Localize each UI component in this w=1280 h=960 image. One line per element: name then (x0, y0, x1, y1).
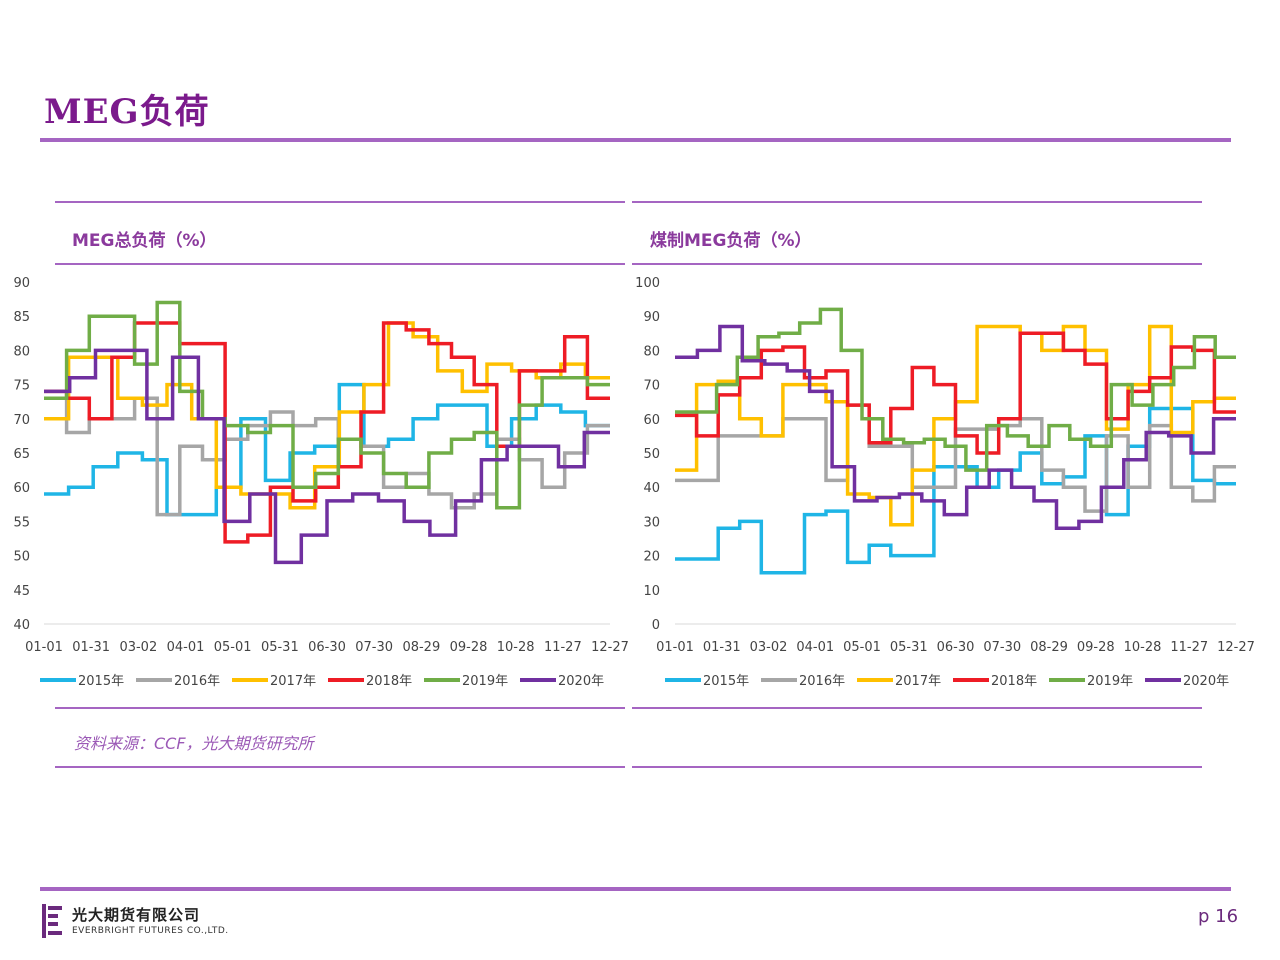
coal-series-line-2019年 (675, 307, 1236, 472)
total-x-tick-label: 05-01 (214, 640, 252, 655)
total-y-tick-label: 90 (13, 276, 30, 291)
coal-legend-label: 2019年 (1087, 674, 1133, 689)
coal-y-tick-label: 0 (652, 618, 660, 633)
total-x-tick-label: 11-27 (544, 640, 582, 655)
total-x-tick-label: 01-31 (72, 640, 110, 655)
coal-x-tick-label: 11-27 (1170, 640, 1208, 655)
total-series-line-2016年 (44, 396, 610, 517)
right-panel-title-rule (632, 263, 1202, 265)
total-y-tick-label: 45 (13, 584, 30, 599)
coal-x-tick-label: 06-30 (937, 640, 975, 655)
company-logo-icon (42, 904, 62, 938)
coal-y-tick-label: 100 (635, 276, 660, 291)
left-panel-source-rule (55, 766, 625, 768)
coal-x-tick-label: 12-27 (1217, 640, 1255, 655)
total-series-line-2019年 (44, 300, 610, 510)
page-title: MEG负荷 (44, 92, 210, 132)
total-series-line-2015年 (44, 382, 610, 517)
right-panel-source-rule (632, 766, 1202, 768)
source-note: 资料来源：CCF，光大期货研究所 (74, 734, 314, 753)
total-x-tick-label: 05-31 (261, 640, 299, 655)
total-y-tick-label: 85 (13, 310, 30, 325)
right-panel-top-rule (632, 201, 1202, 203)
coal-y-tick-label: 20 (643, 550, 660, 565)
coal-legend-label: 2015年 (703, 674, 749, 689)
chart-title-coal-load: 煤制MEG负荷（%） (650, 231, 812, 251)
total-legend-label: 2019年 (462, 674, 508, 689)
total-legend-label: 2016年 (174, 674, 220, 689)
page-number: p 16 (1198, 906, 1239, 927)
total-x-tick-label: 09-28 (450, 640, 488, 655)
coal-y-tick-label: 50 (643, 447, 660, 462)
coal-x-tick-label: 07-30 (983, 640, 1021, 655)
total-x-tick-label: 01-01 (25, 640, 63, 655)
total-series-line-2020年 (44, 348, 610, 565)
coal-y-tick-label: 70 (643, 379, 660, 394)
total-legend-label: 2020年 (558, 674, 604, 689)
total-legend-label: 2018年 (366, 674, 412, 689)
total-x-tick-label: 06-30 (308, 640, 346, 655)
coal-x-tick-label: 03-02 (750, 640, 788, 655)
coal-x-tick-label: 01-31 (703, 640, 741, 655)
right-panel-bottom-rule (632, 707, 1202, 709)
coal-x-tick-label: 04-01 (796, 640, 834, 655)
coal-legend-label: 2020年 (1183, 674, 1229, 689)
company-name-cn: 光大期货有限公司 (72, 906, 201, 924)
total-x-tick-label: 10-28 (497, 640, 535, 655)
total-y-tick-label: 70 (13, 413, 30, 428)
coal-x-tick-label: 05-31 (890, 640, 928, 655)
coal-y-tick-label: 40 (643, 481, 660, 496)
coal-legend-label: 2016年 (799, 674, 845, 689)
left-panel-top-rule (55, 201, 625, 203)
total-legend-label: 2015年 (78, 674, 124, 689)
total-y-tick-label: 65 (13, 447, 30, 462)
coal-x-tick-label: 05-01 (843, 640, 881, 655)
total-y-tick-label: 80 (13, 344, 30, 359)
coal-y-tick-label: 10 (643, 584, 660, 599)
coal-series-line-2020年 (675, 324, 1236, 530)
total-y-tick-label: 75 (13, 379, 30, 394)
footer-rule (40, 887, 1231, 891)
total-y-tick-label: 40 (13, 618, 30, 633)
coal-y-tick-label: 80 (643, 344, 660, 359)
title-underline (40, 138, 1231, 142)
total-x-tick-label: 04-01 (167, 640, 205, 655)
coal-x-tick-label: 08-29 (1030, 640, 1068, 655)
total-legend-label: 2017年 (270, 674, 316, 689)
left-panel-title-rule (55, 263, 625, 265)
coal-y-tick-label: 30 (643, 515, 660, 530)
coal-x-tick-label: 01-01 (656, 640, 694, 655)
coal-series-line-2015年 (675, 406, 1236, 575)
coal-x-tick-label: 09-28 (1077, 640, 1115, 655)
coal-y-tick-label: 60 (643, 413, 660, 428)
coal-legend-label: 2017年 (895, 674, 941, 689)
total-y-tick-label: 60 (13, 481, 30, 496)
total-x-tick-label: 03-02 (119, 640, 157, 655)
total-x-tick-label: 08-29 (402, 640, 440, 655)
left-panel-bottom-rule (55, 707, 625, 709)
total-x-tick-label: 07-30 (355, 640, 393, 655)
coal-legend-label: 2018年 (991, 674, 1037, 689)
total-x-tick-label: 12-27 (591, 640, 629, 655)
coal-x-tick-label: 10-28 (1124, 640, 1162, 655)
coal-series-line-2018年 (675, 331, 1236, 455)
chart-title-total-load: MEG总负荷（%） (72, 231, 217, 251)
total-y-tick-label: 55 (13, 515, 30, 530)
company-name-en: EVERBRIGHT FUTURES CO.,LTD. (72, 926, 229, 936)
total-y-tick-label: 50 (13, 550, 30, 565)
coal-y-tick-label: 90 (643, 310, 660, 325)
